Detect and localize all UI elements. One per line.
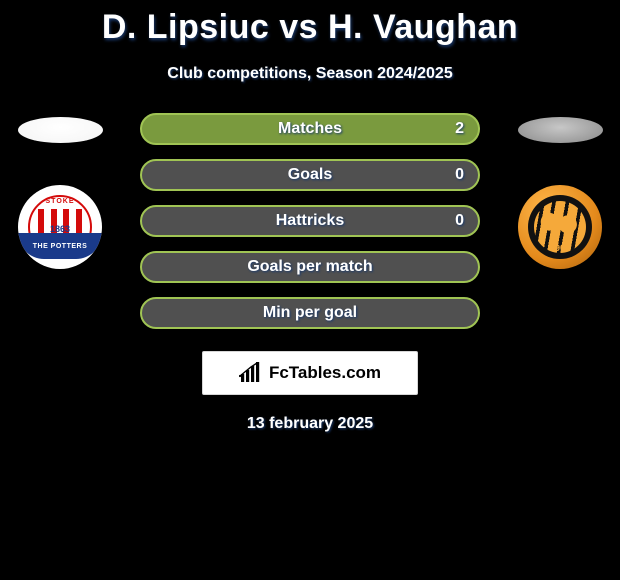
stoke-badge-top-text: STOKE [18, 195, 102, 207]
stat-row: Hattricks 0 [140, 205, 480, 237]
stat-row: Goals 0 [140, 159, 480, 191]
stat-label: Matches [278, 120, 342, 138]
date-label: 13 february 2025 [0, 415, 620, 433]
right-club-badge: 1904 [518, 185, 602, 269]
comparison-area: STOKE 1863 THE POTTERS 1904 Matches 2 Goal… [0, 113, 620, 433]
stat-row: Matches 2 [140, 113, 480, 145]
hull-badge-year: 1904 [528, 243, 592, 253]
stat-right-value: 0 [455, 161, 464, 189]
stat-label: Hattricks [276, 212, 344, 230]
stat-label: Min per goal [263, 304, 357, 322]
right-player-column: 1904 [500, 113, 620, 269]
stat-label: Goals [288, 166, 332, 184]
page-title: D. Lipsiuc vs H. Vaughan [0, 0, 620, 47]
stat-right-value: 0 [455, 207, 464, 235]
right-player-avatar-placeholder [518, 117, 603, 143]
page-subtitle: Club competitions, Season 2024/2025 [0, 65, 620, 83]
left-player-avatar-placeholder [18, 117, 103, 143]
source-badge-label: FcTables.com [269, 363, 381, 383]
left-club-badge: STOKE 1863 THE POTTERS [18, 185, 102, 269]
stoke-badge-band: THE POTTERS [18, 233, 102, 259]
stat-row: Goals per match [140, 251, 480, 283]
hull-badge-inner: 1904 [528, 195, 592, 259]
source-badge[interactable]: FcTables.com [202, 351, 418, 395]
stat-right-value: 2 [455, 115, 464, 143]
stats-list: Matches 2 Goals 0 Hattricks 0 Goals per match M… [140, 113, 480, 329]
stat-label: Goals per match [247, 258, 372, 276]
left-player-column: STOKE 1863 THE POTTERS [0, 113, 120, 269]
bar-chart-icon [239, 362, 263, 384]
stat-row: Min per goal [140, 297, 480, 329]
